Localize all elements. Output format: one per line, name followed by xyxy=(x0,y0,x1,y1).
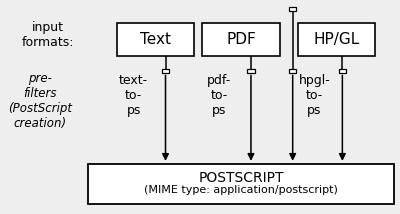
Text: hpgl-
to-
ps: hpgl- to- ps xyxy=(299,74,330,117)
Bar xyxy=(202,23,280,56)
Bar xyxy=(247,69,254,73)
Text: pre-
filters
(PostScript
creation): pre- filters (PostScript creation) xyxy=(8,71,72,130)
Bar xyxy=(117,23,194,56)
Bar xyxy=(289,7,296,11)
Text: input
formats:: input formats: xyxy=(22,21,74,49)
Bar xyxy=(162,69,169,73)
Text: HP/GL: HP/GL xyxy=(313,32,360,47)
Text: POSTSCRIPT: POSTSCRIPT xyxy=(198,171,284,185)
Bar xyxy=(339,69,346,73)
Bar xyxy=(289,69,296,73)
Text: text-
to-
ps: text- to- ps xyxy=(119,74,148,117)
Bar xyxy=(88,164,394,204)
Text: (MIME type: application/postscript): (MIME type: application/postscript) xyxy=(144,186,338,195)
Text: PDF: PDF xyxy=(226,32,256,47)
Text: Text: Text xyxy=(140,32,171,47)
Bar xyxy=(298,23,375,56)
Text: pdf-
to-
ps: pdf- to- ps xyxy=(207,74,231,117)
